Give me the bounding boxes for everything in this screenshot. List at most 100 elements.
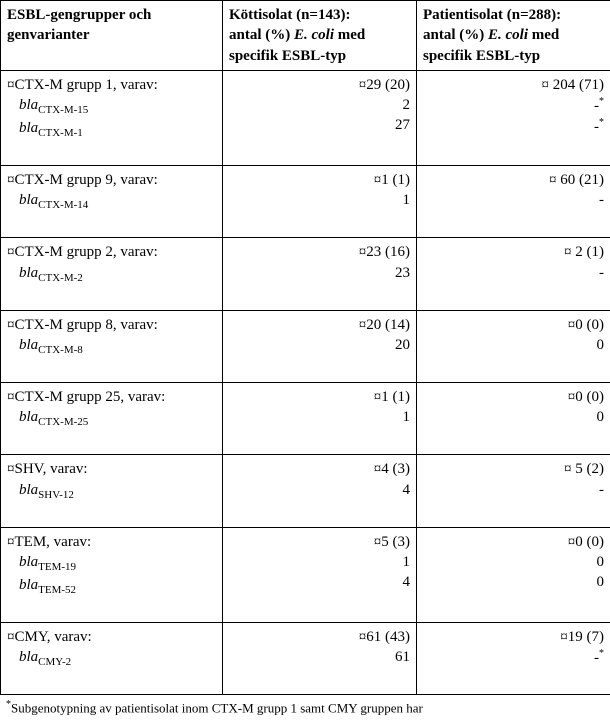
patient-cell: ¤0 (0)0	[417, 310, 610, 382]
group-label: ¤CTX-M grupp 2, varav:	[7, 242, 216, 262]
patient-value: 0	[423, 552, 604, 572]
gene-name: blaTEM-19	[19, 554, 76, 570]
meat-value: ¤20 (14)	[229, 315, 410, 335]
gene-name: blaCTX-M-1	[19, 120, 83, 136]
meat-value: ¤4 (3)	[229, 459, 410, 479]
meat-value: ¤5 (3)	[229, 532, 410, 552]
patient-value: ¤0 (0)	[423, 315, 604, 335]
gene-name: blaCTX-M-25	[19, 409, 88, 425]
gene-variant: blaCTX-M-1	[7, 118, 216, 141]
patient-cell: ¤ 60 (21)-	[417, 165, 610, 237]
meat-value: 20	[229, 335, 410, 355]
patient-value: 0	[423, 572, 604, 592]
header-col2: Köttisolat (n=143): antal (%) E. coli me…	[223, 1, 417, 71]
header-col1-l2: genvarianter	[7, 27, 89, 43]
group-cell: ¤TEM, varav: blaTEM-19 blaTEM-52	[1, 527, 223, 622]
table-row: ¤CTX-M grupp 1, varav: blaCTX-M-15 blaCTX-…	[1, 70, 610, 165]
patient-value: -*	[423, 116, 604, 137]
header-col3-l1: Patientisolat (n=288):	[423, 7, 561, 23]
patient-value: 0	[423, 407, 604, 427]
meat-cell: ¤29 (20)227	[223, 70, 417, 165]
meat-cell: ¤23 (16)23	[223, 238, 417, 310]
patient-cell: ¤0 (0)0	[417, 382, 610, 454]
patient-value: ¤0 (0)	[423, 387, 604, 407]
group-label: ¤CTX-M grupp 25, varav:	[7, 387, 216, 407]
gene-variant: blaTEM-52	[7, 575, 216, 598]
table-row: ¤CTX-M grupp 25, varav: blaCTX-M-25 ¤1 (1…	[1, 382, 610, 454]
header-col1: ESBL-gengrupper och genvarianter	[1, 1, 223, 71]
meat-value: 1	[229, 190, 410, 210]
meat-cell: ¤1 (1)1	[223, 165, 417, 237]
group-cell: ¤CTX-M grupp 1, varav: blaCTX-M-15 blaCTX-…	[1, 70, 223, 165]
gene-variant: blaTEM-19	[7, 552, 216, 575]
table-row: ¤CTX-M grupp 2, varav:blaCTX-M-2 ¤23 (16…	[1, 238, 610, 310]
header-col2-l2a: antal (%)	[229, 27, 294, 43]
header-col1-l1: ESBL-gengrupper och	[7, 7, 151, 23]
gene-variant: blaCMY-2	[7, 647, 216, 670]
gene-variant: blaSHV-12	[7, 480, 216, 503]
gene-variant: blaCTX-M-14	[7, 190, 216, 213]
group-label: ¤TEM, varav:	[7, 532, 216, 552]
patient-value: -*	[423, 95, 604, 116]
gene-variant: blaCTX-M-8	[7, 335, 216, 358]
header-col3-l3: specifik ESBL-typ	[423, 48, 540, 64]
patient-value: -	[423, 480, 604, 500]
patient-cell: ¤0 (0)00	[417, 527, 610, 622]
group-cell: ¤CTX-M grupp 2, varav:blaCTX-M-2	[1, 238, 223, 310]
meat-value: 1	[229, 407, 410, 427]
meat-value: 2	[229, 95, 410, 115]
meat-cell: ¤1 (1)1	[223, 382, 417, 454]
header-col2-l3: specifik ESBL-typ	[229, 48, 346, 64]
meat-cell: ¤4 (3)4	[223, 455, 417, 527]
table-row: ¤SHV, varav:blaSHV-12 ¤4 (3)4¤ 5 (2)-	[1, 455, 610, 527]
group-cell: ¤CTX-M grupp 9, varav: blaCTX-M-14	[1, 165, 223, 237]
group-label: ¤CTX-M grupp 1, varav:	[7, 75, 216, 95]
table-row: ¤TEM, varav:blaTEM-19blaTEM-52 ¤5 (3)14¤…	[1, 527, 610, 622]
meat-value: ¤61 (43)	[229, 627, 410, 647]
patient-value: ¤ 60 (21)	[423, 170, 604, 190]
patient-value: ¤0 (0)	[423, 532, 604, 552]
patient-value: -*	[423, 647, 604, 668]
patient-value: 0	[423, 335, 604, 355]
meat-value: ¤1 (1)	[229, 170, 410, 190]
header-col3-l2b: E. coli	[488, 27, 528, 43]
patient-cell: ¤ 5 (2)-	[417, 455, 610, 527]
meat-value: 23	[229, 263, 410, 283]
patient-value: ¤19 (7)	[423, 627, 604, 647]
meat-value: 4	[229, 572, 410, 592]
meat-value: 27	[229, 115, 410, 135]
patient-value: ¤ 204 (71)	[423, 75, 604, 95]
table-row: ¤CTX-M grupp 9, varav: blaCTX-M-14 ¤1 (1)…	[1, 165, 610, 237]
meat-value: ¤23 (16)	[229, 242, 410, 262]
footnote-text: Subgenotypning av patientisolat inom CTX…	[11, 701, 423, 716]
header-row: ESBL-gengrupper och genvarianter Köttiso…	[1, 1, 610, 71]
header-col2-l2b: E. coli	[294, 27, 334, 43]
meat-value: 4	[229, 480, 410, 500]
meat-cell: ¤20 (14)20	[223, 310, 417, 382]
table-row: ¤CTX-M grupp 8, varav:blaCTX-M-8 ¤20 (14…	[1, 310, 610, 382]
group-label: ¤CMY, varav:	[7, 627, 216, 647]
header-col3: Patientisolat (n=288): antal (%) E. coli…	[417, 1, 610, 71]
patient-value: -	[423, 263, 604, 283]
gene-name: blaCTX-M-15	[19, 97, 88, 113]
header-col3-l2c: med	[528, 27, 559, 43]
patient-cell: ¤ 2 (1)-	[417, 238, 610, 310]
group-cell: ¤SHV, varav: blaSHV-12	[1, 455, 223, 527]
patient-value: -	[423, 190, 604, 210]
gene-name: blaTEM-52	[19, 577, 76, 593]
patient-value: ¤ 2 (1)	[423, 242, 604, 262]
group-label: ¤CTX-M grupp 8, varav:	[7, 315, 216, 335]
gene-name: blaSHV-12	[19, 482, 74, 498]
meat-value: ¤29 (20)	[229, 75, 410, 95]
meat-cell: ¤5 (3)14	[223, 527, 417, 622]
header-col2-l2c: med	[334, 27, 365, 43]
gene-name: blaCTX-M-14	[19, 192, 88, 208]
group-label: ¤SHV, varav:	[7, 459, 216, 479]
patient-value: ¤ 5 (2)	[423, 459, 604, 479]
patient-cell: ¤19 (7)-*	[417, 622, 610, 694]
header-col2-l1: Köttisolat (n=143):	[229, 7, 350, 23]
group-cell: ¤CTX-M grupp 8, varav:blaCTX-M-8	[1, 310, 223, 382]
group-label: ¤CTX-M grupp 9, varav:	[7, 170, 216, 190]
group-cell: ¤CMY, varav:blaCMY-2	[1, 622, 223, 694]
gene-variant: blaCTX-M-25	[7, 407, 216, 430]
